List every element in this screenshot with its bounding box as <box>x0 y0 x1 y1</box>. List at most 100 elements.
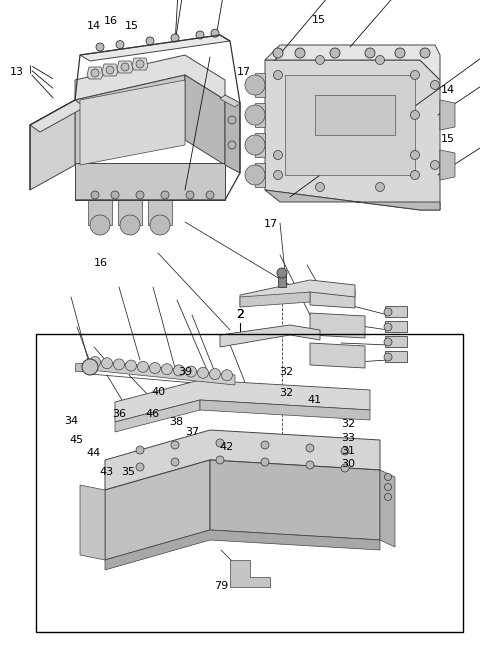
Circle shape <box>261 458 269 466</box>
Circle shape <box>245 165 265 185</box>
Text: 13: 13 <box>10 67 24 77</box>
Text: 79: 79 <box>214 581 228 591</box>
Text: 46: 46 <box>145 409 160 419</box>
Circle shape <box>136 446 144 454</box>
Polygon shape <box>255 133 265 157</box>
Circle shape <box>384 338 392 346</box>
Text: 45: 45 <box>70 435 84 445</box>
Circle shape <box>171 458 179 466</box>
Bar <box>315 95 395 135</box>
Polygon shape <box>30 100 75 190</box>
Circle shape <box>384 323 392 331</box>
Polygon shape <box>225 95 240 173</box>
Circle shape <box>306 461 314 469</box>
Circle shape <box>89 356 100 367</box>
Circle shape <box>315 183 324 191</box>
Circle shape <box>161 364 172 375</box>
Circle shape <box>315 56 324 64</box>
Text: 15: 15 <box>312 14 326 25</box>
Circle shape <box>410 170 420 179</box>
Circle shape <box>96 43 104 51</box>
Circle shape <box>341 447 349 455</box>
Text: 2: 2 <box>236 308 244 321</box>
Circle shape <box>410 151 420 160</box>
Text: 42: 42 <box>219 441 234 452</box>
Polygon shape <box>105 530 380 570</box>
Circle shape <box>209 369 220 379</box>
Circle shape <box>173 365 184 376</box>
Circle shape <box>431 160 440 170</box>
Polygon shape <box>240 292 310 307</box>
Polygon shape <box>380 470 395 547</box>
Circle shape <box>228 116 236 124</box>
Text: 31: 31 <box>341 445 355 456</box>
Polygon shape <box>105 430 380 490</box>
Polygon shape <box>310 343 365 368</box>
Text: 14: 14 <box>86 21 101 31</box>
Circle shape <box>185 366 196 377</box>
Text: 34: 34 <box>64 415 78 426</box>
Polygon shape <box>80 80 185 165</box>
Text: 30: 30 <box>341 458 355 469</box>
Circle shape <box>111 191 119 199</box>
Circle shape <box>245 105 265 125</box>
Circle shape <box>384 308 392 316</box>
Circle shape <box>365 48 375 58</box>
Text: 36: 36 <box>112 409 126 419</box>
Circle shape <box>125 360 136 371</box>
Polygon shape <box>210 460 380 540</box>
Polygon shape <box>185 75 225 165</box>
Circle shape <box>273 48 283 58</box>
Circle shape <box>375 183 384 191</box>
Circle shape <box>245 135 265 155</box>
Polygon shape <box>265 60 440 210</box>
Text: 35: 35 <box>121 466 136 477</box>
Circle shape <box>113 359 124 370</box>
Circle shape <box>274 170 283 179</box>
Polygon shape <box>75 75 185 165</box>
Polygon shape <box>118 200 142 225</box>
Polygon shape <box>102 64 118 76</box>
Bar <box>36 334 463 632</box>
Polygon shape <box>87 67 103 79</box>
Circle shape <box>150 215 170 235</box>
Polygon shape <box>80 485 105 560</box>
Text: 43: 43 <box>99 466 114 477</box>
Circle shape <box>211 29 219 37</box>
Circle shape <box>216 456 224 464</box>
Polygon shape <box>440 100 455 130</box>
Circle shape <box>137 362 148 372</box>
Circle shape <box>295 48 305 58</box>
Polygon shape <box>105 460 210 560</box>
Circle shape <box>384 483 392 491</box>
Text: 16: 16 <box>103 16 118 26</box>
Circle shape <box>384 353 392 361</box>
Circle shape <box>206 191 214 199</box>
Circle shape <box>121 63 129 71</box>
Text: 14: 14 <box>441 85 455 96</box>
Text: 39: 39 <box>178 367 192 377</box>
Bar <box>385 351 407 362</box>
Circle shape <box>82 359 98 375</box>
Circle shape <box>261 441 269 449</box>
Polygon shape <box>440 150 455 180</box>
Polygon shape <box>88 200 112 225</box>
Polygon shape <box>148 200 172 225</box>
Circle shape <box>101 358 112 369</box>
Circle shape <box>171 441 179 449</box>
Polygon shape <box>255 163 265 187</box>
Polygon shape <box>220 95 240 107</box>
Circle shape <box>136 463 144 471</box>
Polygon shape <box>310 313 365 338</box>
Polygon shape <box>220 325 320 347</box>
Text: 15: 15 <box>441 134 455 144</box>
Text: 33: 33 <box>341 432 355 443</box>
Circle shape <box>384 493 392 500</box>
Text: 40: 40 <box>151 386 166 397</box>
Text: 32: 32 <box>279 367 293 377</box>
Circle shape <box>221 369 232 381</box>
Polygon shape <box>265 45 440 80</box>
Polygon shape <box>75 163 225 200</box>
Polygon shape <box>265 190 440 210</box>
Text: 44: 44 <box>86 448 101 458</box>
